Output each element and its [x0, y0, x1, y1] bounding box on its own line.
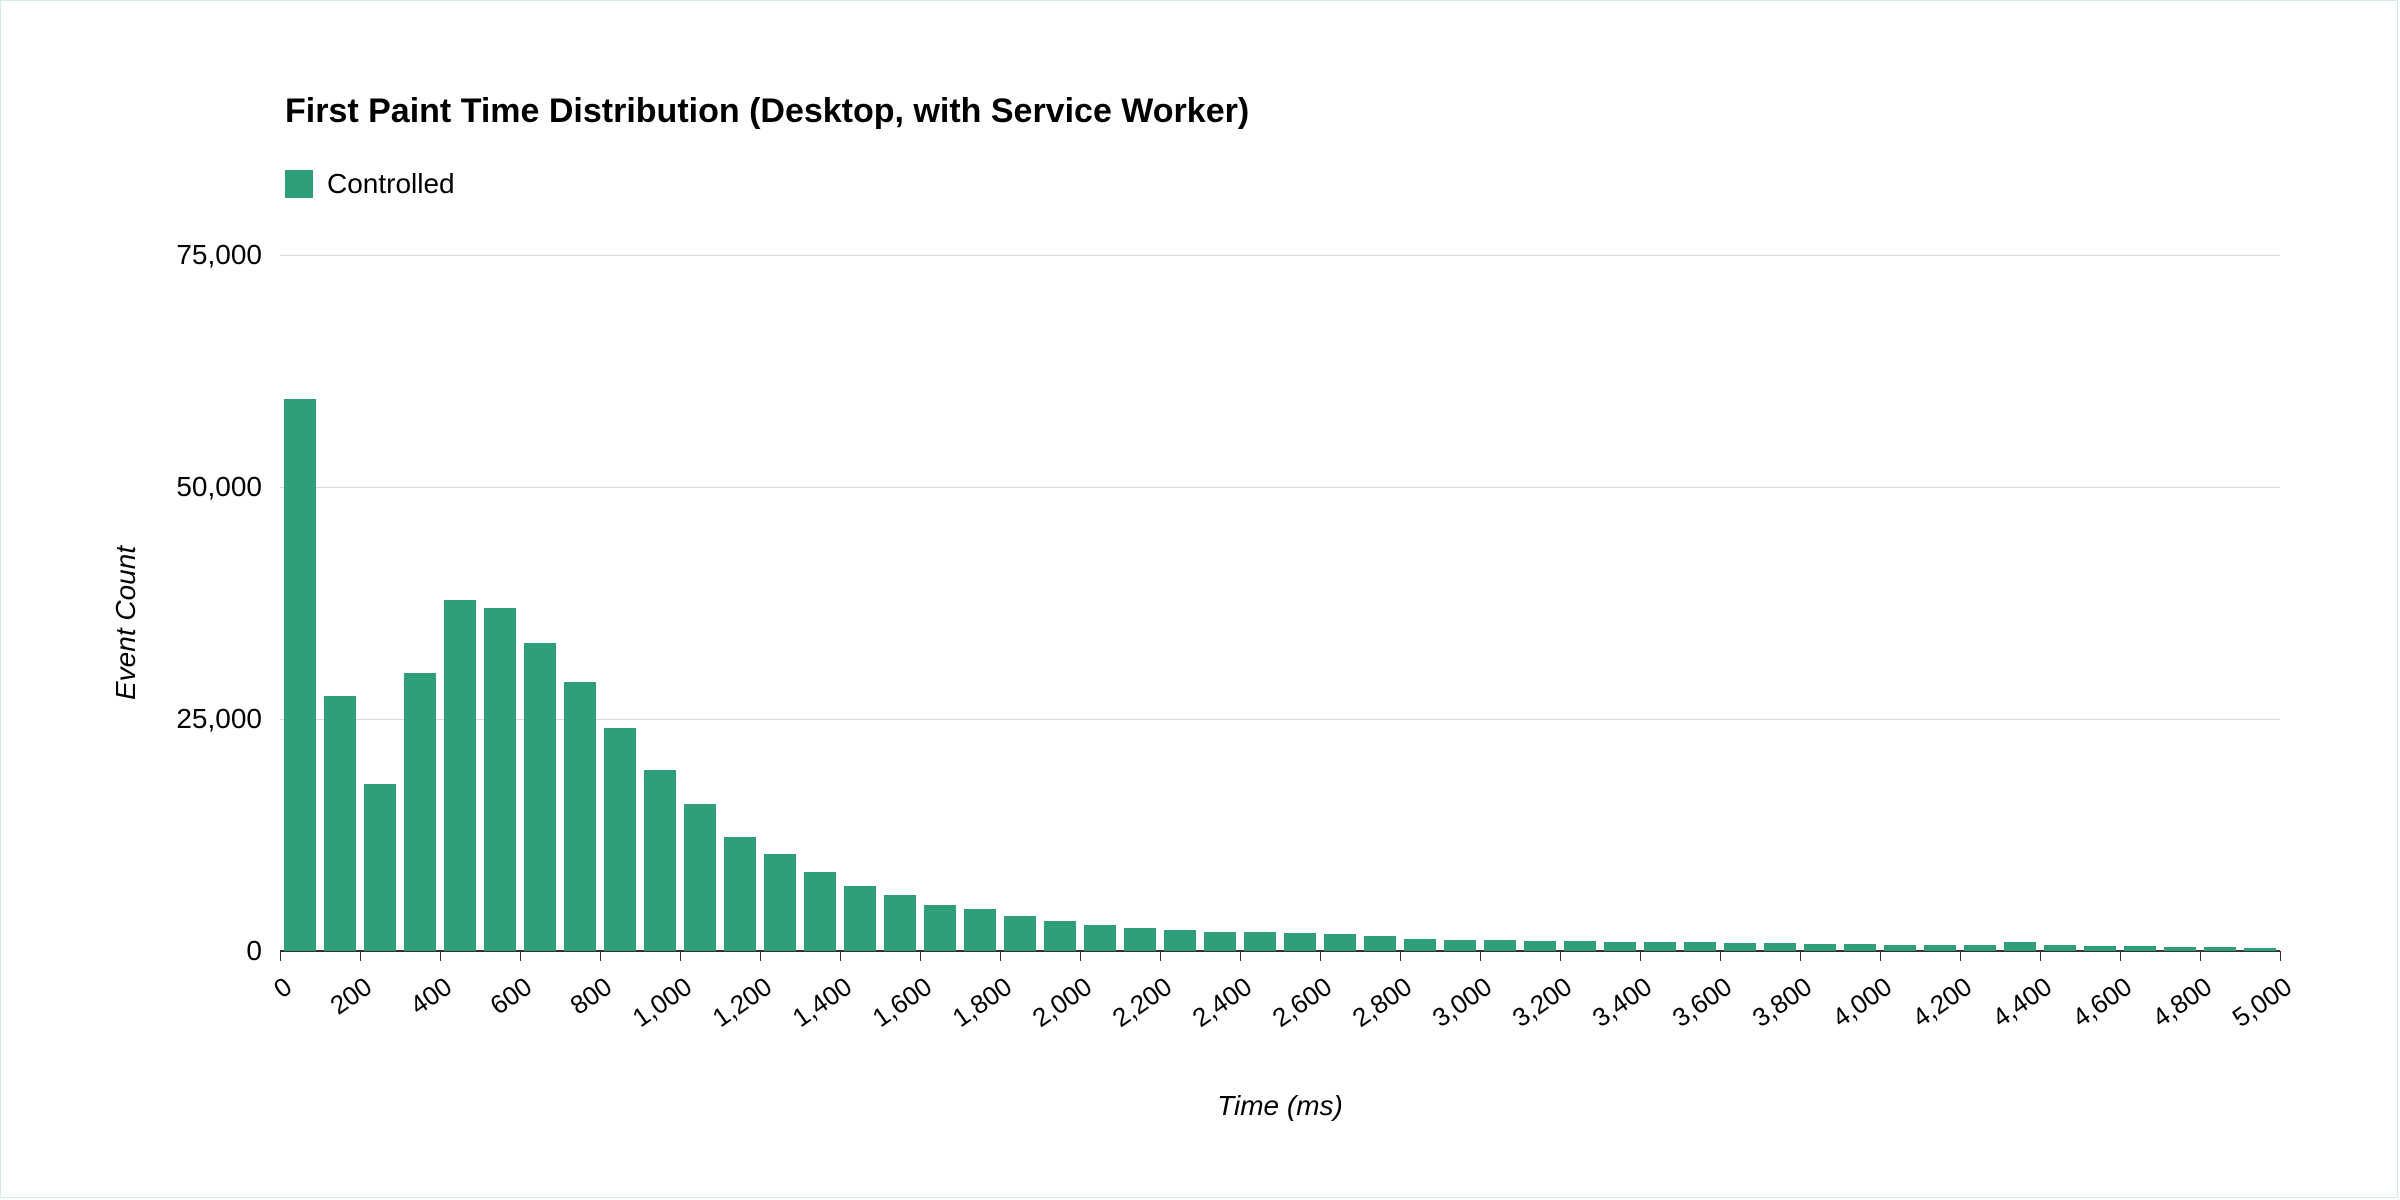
- x-tick-mark: [1800, 951, 1801, 961]
- x-tick-mark: [600, 951, 601, 961]
- histogram-bar: [1804, 944, 1835, 951]
- histogram-bar: [804, 872, 835, 951]
- histogram-bar: [884, 895, 915, 951]
- histogram-bar: [324, 696, 355, 951]
- legend-swatch: [285, 170, 313, 198]
- histogram-bar: [924, 905, 955, 951]
- x-tick-mark: [1240, 951, 1241, 961]
- histogram-bar: [964, 909, 995, 951]
- histogram-bar: [2244, 948, 2275, 951]
- histogram-bar: [1524, 941, 1555, 951]
- histogram-bar: [1324, 934, 1355, 951]
- histogram-bar: [1924, 945, 1955, 951]
- plot-area: [280, 255, 2280, 951]
- x-tick-mark: [1400, 951, 1401, 961]
- x-tick-mark: [1320, 951, 1321, 961]
- histogram-bar: [1604, 942, 1635, 951]
- histogram-bar: [1684, 942, 1715, 951]
- histogram-bar: [1044, 921, 1075, 951]
- gridline: [280, 255, 2280, 256]
- x-tick-mark: [840, 951, 841, 961]
- histogram-bar: [1884, 945, 1915, 951]
- x-tick-mark: [1080, 951, 1081, 961]
- x-tick-mark: [760, 951, 761, 961]
- y-tick-label: 75,000: [122, 239, 262, 271]
- x-tick-mark: [2040, 951, 2041, 961]
- y-tick-label: 25,000: [122, 703, 262, 735]
- x-tick-mark: [1880, 951, 1881, 961]
- histogram-bar: [1124, 928, 1155, 951]
- histogram-bar: [2044, 945, 2075, 951]
- histogram-bar: [1404, 939, 1435, 951]
- histogram-bar: [1564, 941, 1595, 951]
- histogram-bar: [1964, 945, 1995, 951]
- x-tick-mark: [520, 951, 521, 961]
- x-tick-mark: [2280, 951, 2281, 961]
- x-tick-mark: [280, 951, 281, 961]
- x-tick-mark: [1560, 951, 1561, 961]
- histogram-bar: [484, 608, 515, 951]
- x-tick-mark: [1000, 951, 1001, 961]
- histogram-bar: [1244, 932, 1275, 951]
- histogram-bar: [1764, 943, 1795, 951]
- gridline: [280, 487, 2280, 488]
- histogram-bar: [2004, 942, 2035, 951]
- histogram-bar: [1444, 940, 1475, 951]
- y-axis-title: Event Count: [110, 546, 142, 700]
- histogram-bar: [2124, 946, 2155, 951]
- histogram-bar: [604, 728, 635, 951]
- histogram-bar: [1164, 930, 1195, 951]
- x-tick-mark: [1640, 951, 1641, 961]
- histogram-bar: [284, 399, 315, 951]
- histogram-bar: [844, 886, 875, 951]
- histogram-bar: [364, 784, 395, 951]
- histogram-bar: [1364, 936, 1395, 951]
- x-tick-mark: [1960, 951, 1961, 961]
- histogram-bar: [1204, 932, 1235, 951]
- histogram-bar: [444, 600, 475, 951]
- histogram-bar: [724, 837, 755, 951]
- x-tick-mark: [1160, 951, 1161, 961]
- x-tick-mark: [1720, 951, 1721, 961]
- histogram-bar: [1084, 925, 1115, 951]
- x-axis-title: Time (ms): [1160, 1090, 1400, 1122]
- y-tick-label: 50,000: [122, 471, 262, 503]
- histogram-bar: [1844, 944, 1875, 951]
- histogram-bar: [524, 643, 555, 951]
- legend-label: Controlled: [327, 168, 455, 200]
- histogram-bar: [1284, 933, 1315, 951]
- x-tick-mark: [440, 951, 441, 961]
- x-tick-mark: [680, 951, 681, 961]
- histogram-bar: [2084, 946, 2115, 951]
- histogram-bar: [1004, 916, 1035, 951]
- legend: Controlled: [285, 168, 455, 200]
- histogram-bar: [764, 854, 795, 951]
- histogram-bar: [1484, 940, 1515, 951]
- histogram-bar: [1724, 943, 1755, 951]
- histogram-bar: [564, 682, 595, 951]
- histogram-bar: [2204, 947, 2235, 951]
- x-tick-mark: [920, 951, 921, 961]
- histogram-bar: [684, 804, 715, 951]
- x-tick-mark: [1480, 951, 1481, 961]
- histogram-bar: [644, 770, 675, 951]
- x-tick-mark: [2200, 951, 2201, 961]
- y-tick-label: 0: [122, 935, 262, 967]
- x-tick-mark: [2120, 951, 2121, 961]
- histogram-bar: [1644, 942, 1675, 951]
- histogram-bar: [404, 673, 435, 951]
- histogram-bar: [2164, 947, 2195, 951]
- x-tick-mark: [360, 951, 361, 961]
- chart-title: First Paint Time Distribution (Desktop, …: [285, 92, 1249, 131]
